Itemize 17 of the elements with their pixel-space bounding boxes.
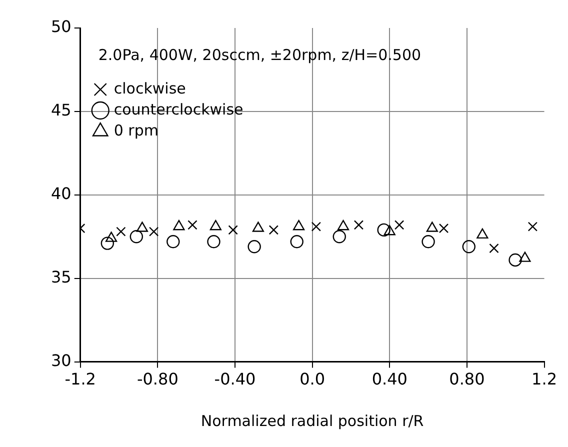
x-tick-label: -0.40 xyxy=(214,370,256,389)
x-tick-label: 0.80 xyxy=(449,370,485,389)
x-tick-label: -0.80 xyxy=(136,370,178,389)
x-tick-label: 0.0 xyxy=(300,370,326,389)
y-tick-label: 35 xyxy=(51,268,72,287)
x-axis-title: Normalized radial position r/R xyxy=(200,412,424,430)
x-tick-label: 1.2 xyxy=(532,370,558,389)
legend-label: 0 rpm xyxy=(114,121,158,140)
x-tick-label: -1.2 xyxy=(64,370,96,389)
y-tick-label: 30 xyxy=(51,350,72,370)
y-tick-label: 45 xyxy=(51,100,72,120)
legend-label: counterclockwise xyxy=(114,100,244,118)
x-tick-label: 0.40 xyxy=(372,370,408,389)
legend-label: clockwise xyxy=(114,79,186,98)
annotation: 2.0Pa, 400W, 20sccm, ±20rpm, z/H=0.500 xyxy=(98,46,422,64)
y-tick-label: 40 xyxy=(51,184,72,204)
y-tick-label: 50 xyxy=(51,17,72,36)
